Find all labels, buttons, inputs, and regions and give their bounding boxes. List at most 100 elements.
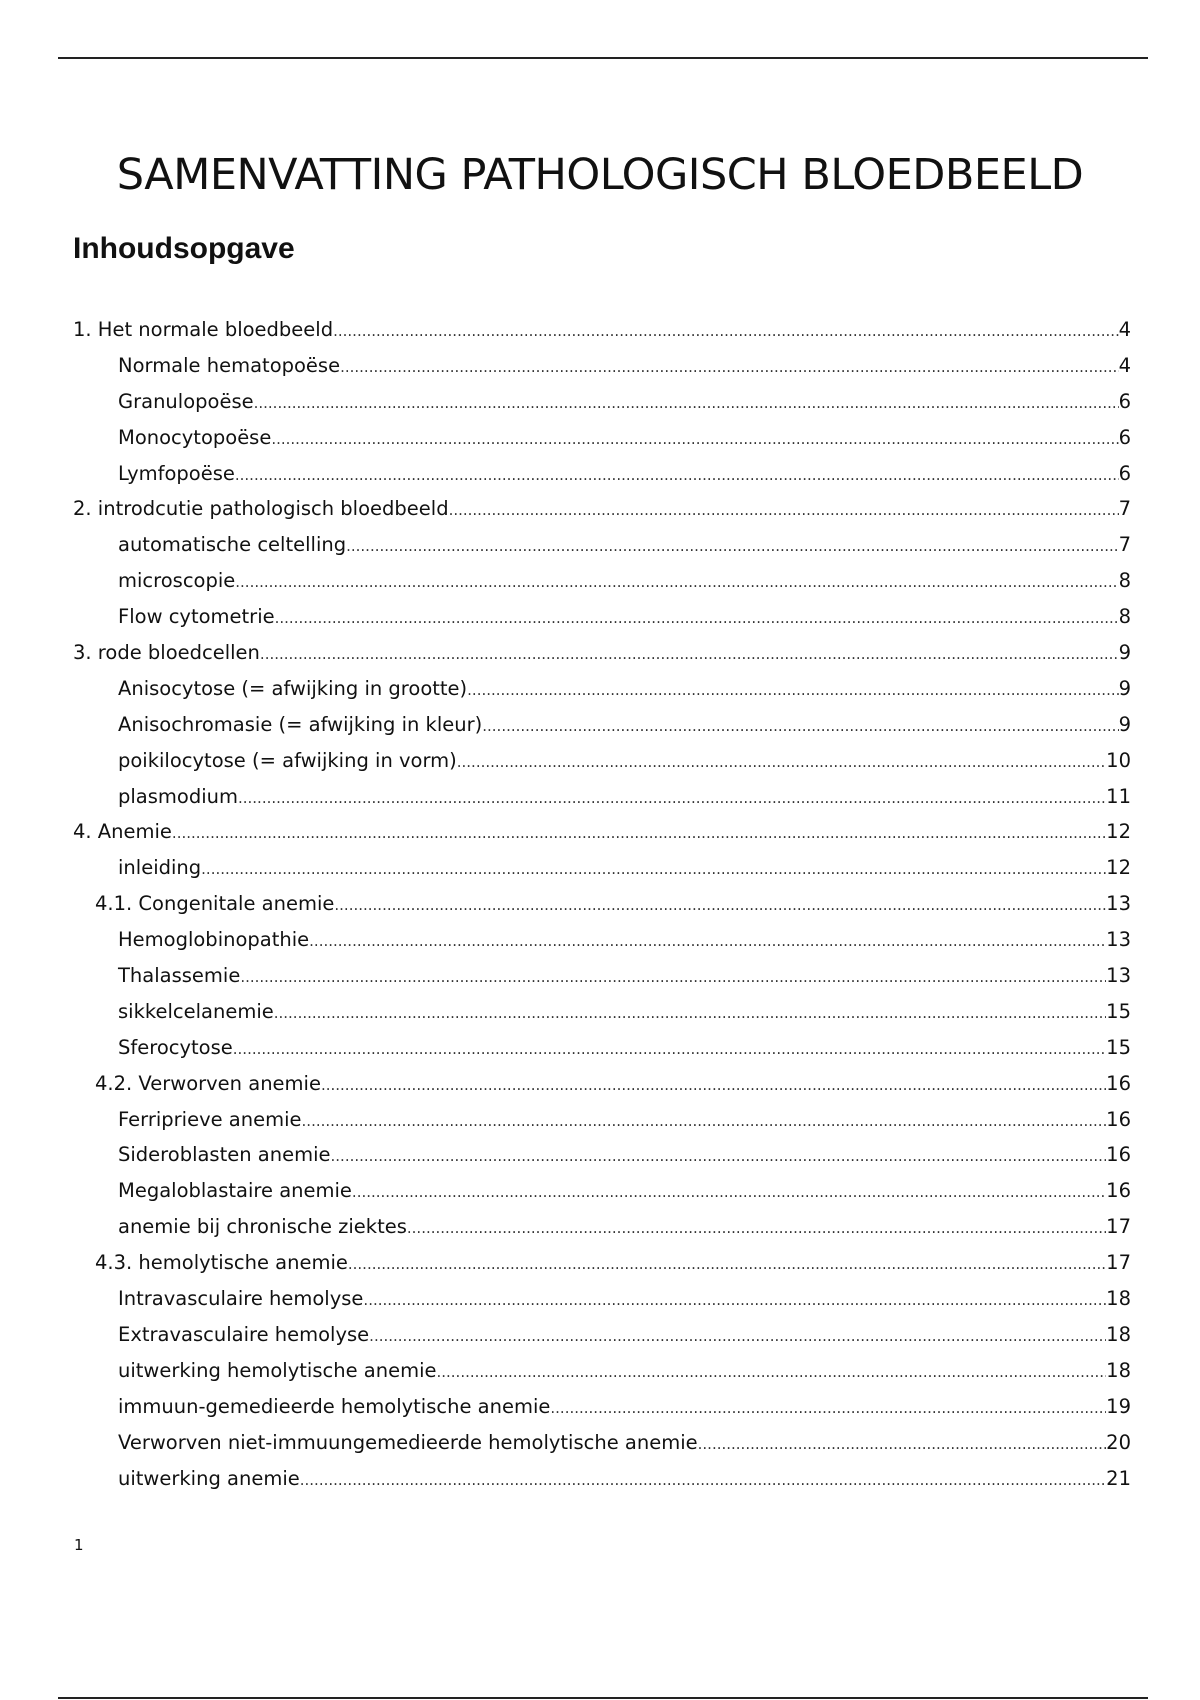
- toc-entry-label: inleiding: [118, 856, 202, 880]
- toc-entry-page: 8: [1118, 569, 1131, 593]
- toc-entry-label: 4.3. hemolytische anemie: [95, 1251, 348, 1275]
- toc-entry[interactable]: Granulopoëse 6: [73, 390, 1131, 426]
- dot-leader: [275, 609, 1119, 627]
- toc-entry[interactable]: immuun-gemedieerde hemolytische anemie 19: [73, 1395, 1131, 1431]
- toc-entry[interactable]: Sferocytose 15: [73, 1036, 1131, 1072]
- toc-entry[interactable]: 2. introdcutie pathologisch bloedbeeld 7: [73, 497, 1131, 533]
- toc-entry[interactable]: Lymfopoëse 6: [73, 462, 1131, 498]
- toc-entry[interactable]: uitwerking anemie 21: [73, 1467, 1131, 1503]
- toc-entry[interactable]: automatische celtelling 7: [73, 533, 1131, 569]
- toc-entry-label: uitwerking hemolytische anemie: [118, 1358, 437, 1382]
- toc-entry-page: 12: [1106, 820, 1131, 844]
- toc-entry-label: 1. Het normale bloedbeeld: [73, 318, 334, 341]
- toc-entry[interactable]: Verworven niet-immuungemedieerde hemolyt…: [73, 1431, 1131, 1467]
- toc-entry-page: 13: [1106, 964, 1131, 988]
- toc-entry-label: Intravasculaire hemolyse: [118, 1287, 364, 1311]
- toc-entry-page: 21: [1106, 1466, 1131, 1490]
- dot-leader: [457, 753, 1106, 771]
- dot-leader: [240, 968, 1106, 986]
- toc-entry-label: 4. Anemie: [73, 820, 172, 844]
- dot-leader: [260, 645, 1119, 663]
- toc-entry-label: uitwerking anemie: [118, 1466, 300, 1490]
- toc-entry[interactable]: inleiding 12: [73, 856, 1131, 892]
- toc-entry[interactable]: Monocytopoëse 6: [73, 426, 1131, 462]
- dot-leader: [363, 1291, 1106, 1309]
- toc-entry[interactable]: 4.1. Congenitale anemie 13: [73, 892, 1131, 928]
- footer-rule: [58, 1697, 1148, 1699]
- toc-entry[interactable]: poikilocytose (= afwijking in vorm) 10: [73, 749, 1131, 785]
- toc-entry-page: 16: [1106, 1143, 1131, 1167]
- toc-entry[interactable]: plasmodium 11: [73, 785, 1131, 821]
- toc-entry-page: 10: [1106, 748, 1131, 772]
- toc-entry[interactable]: Megaloblastaire anemie 16: [73, 1179, 1131, 1215]
- toc-entry-label: Ferriprieve anemie: [118, 1107, 302, 1131]
- toc-entry[interactable]: anemie bij chronische ziektes 17: [73, 1215, 1131, 1251]
- toc-entry[interactable]: Thalassemie 13: [73, 964, 1131, 1000]
- toc-entry[interactable]: Extravasculaire hemolyse 18: [73, 1323, 1131, 1359]
- toc-entry[interactable]: uitwerking hemolytische anemie 18: [73, 1359, 1131, 1395]
- toc-entry-page: 17: [1106, 1215, 1131, 1239]
- dot-leader: [235, 573, 1118, 591]
- toc-entry-page: 4: [1118, 318, 1131, 341]
- toc-entry[interactable]: 4. Anemie 12: [73, 820, 1131, 856]
- toc-entry[interactable]: 3. rode bloedcellen 9: [73, 641, 1131, 677]
- toc-entry-page: 6: [1118, 425, 1131, 449]
- dot-leader: [550, 1399, 1106, 1417]
- toc-entry[interactable]: Anisocytose (= afwijking in grootte) 9: [73, 677, 1131, 713]
- dot-leader: [172, 824, 1106, 842]
- toc-entry[interactable]: Anisochromasie (= afwijking in kleur) 9: [73, 713, 1131, 749]
- toc-entry[interactable]: Ferriprieve anemie 16: [73, 1108, 1131, 1144]
- toc-entry-label: Thalassemie: [118, 964, 241, 988]
- toc-entry-page: 15: [1106, 999, 1131, 1023]
- toc-entry[interactable]: 4.3. hemolytische anemie 17: [73, 1251, 1131, 1287]
- dot-leader: [331, 1147, 1107, 1165]
- dot-leader: [321, 1076, 1106, 1094]
- toc-entry-label: Extravasculaire hemolyse: [118, 1322, 370, 1346]
- dot-leader: [201, 860, 1106, 878]
- dot-leader: [334, 896, 1106, 914]
- toc-entry-label: plasmodium: [118, 784, 238, 808]
- toc-entry[interactable]: Normale hematopoëse 4: [73, 354, 1131, 390]
- toc-entry[interactable]: Flow cytometrie 8: [73, 605, 1131, 641]
- toc-entry[interactable]: microscopie 8: [73, 569, 1131, 605]
- toc-entry[interactable]: 4.2. Verworven anemie 16: [73, 1072, 1131, 1108]
- toc-entry-label: Anisocytose (= afwijking in grootte): [118, 676, 468, 700]
- toc-entry-label: Granulopoëse: [118, 389, 254, 413]
- dot-leader: [449, 501, 1119, 519]
- toc-entry-page: 18: [1106, 1322, 1131, 1346]
- toc-entry[interactable]: sikkelcelanemie 15: [73, 1000, 1131, 1036]
- toc-entry[interactable]: Sideroblasten anemie 16: [73, 1143, 1131, 1179]
- toc-entry-label: Flow cytometrie: [118, 605, 275, 629]
- toc-entry-page: 16: [1106, 1107, 1131, 1131]
- dot-leader: [300, 1471, 1106, 1489]
- toc-entry-label: Hemoglobinopathie: [118, 928, 310, 952]
- dot-leader: [238, 789, 1106, 807]
- toc-entry[interactable]: Intravasculaire hemolyse 18: [73, 1287, 1131, 1323]
- toc-entry-page: 13: [1106, 892, 1131, 916]
- toc-entry-label: Sideroblasten anemie: [118, 1143, 331, 1167]
- dot-leader: [352, 1183, 1106, 1201]
- dot-leader: [271, 430, 1118, 448]
- toc-entry-page: 18: [1106, 1287, 1131, 1311]
- toc-entry-label: 2. introdcutie pathologisch bloedbeeld: [73, 497, 449, 521]
- dot-leader: [436, 1363, 1106, 1381]
- dot-leader: [233, 1040, 1106, 1058]
- toc-entry-label: 3. rode bloedcellen: [73, 641, 260, 665]
- dot-leader: [235, 466, 1119, 484]
- dot-leader: [333, 322, 1118, 340]
- toc-entry-label: sikkelcelanemie: [118, 999, 274, 1023]
- dot-leader: [407, 1219, 1106, 1237]
- toc-entry-label: anemie bij chronische ziektes: [118, 1215, 407, 1239]
- dot-leader: [369, 1327, 1106, 1345]
- dot-leader: [340, 358, 1118, 376]
- toc-entry[interactable]: Hemoglobinopathie 13: [73, 928, 1131, 964]
- toc-entry-page: 19: [1106, 1394, 1131, 1418]
- toc-entry-label: Lymfopoëse: [118, 461, 235, 485]
- table-of-contents: 1. Het normale bloedbeeld 4 Normale hemato…: [73, 318, 1131, 1502]
- toc-entry-page: 20: [1106, 1430, 1131, 1454]
- document-title: SAMENVATTING PATHOLOGISCH BLOEDBEELD: [116, 150, 1084, 200]
- dot-leader: [346, 537, 1118, 555]
- toc-entry[interactable]: 1. Het normale bloedbeeld 4: [73, 318, 1131, 354]
- toc-entry-label: immuun-gemedieerde hemolytische anemie: [118, 1394, 551, 1418]
- toc-entry-page: 13: [1106, 928, 1131, 952]
